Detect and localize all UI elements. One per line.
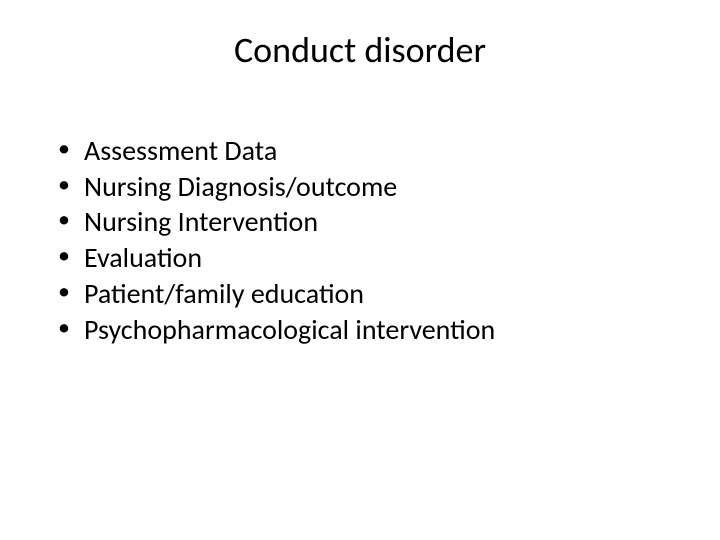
slide-title: Conduct disorder (40, 28, 680, 72)
list-item: Assessment Data (58, 134, 680, 169)
list-item: Nursing Intervention (58, 205, 680, 240)
bullet-list: Assessment Data Nursing Diagnosis/outcom… (40, 134, 680, 347)
list-item: Psychopharmacological intervention (58, 313, 680, 348)
list-item: Evaluation (58, 241, 680, 276)
list-item: Nursing Diagnosis/outcome (58, 170, 680, 205)
list-item: Patient/family education (58, 277, 680, 312)
slide-container: Conduct disorder Assessment Data Nursing… (0, 0, 720, 540)
